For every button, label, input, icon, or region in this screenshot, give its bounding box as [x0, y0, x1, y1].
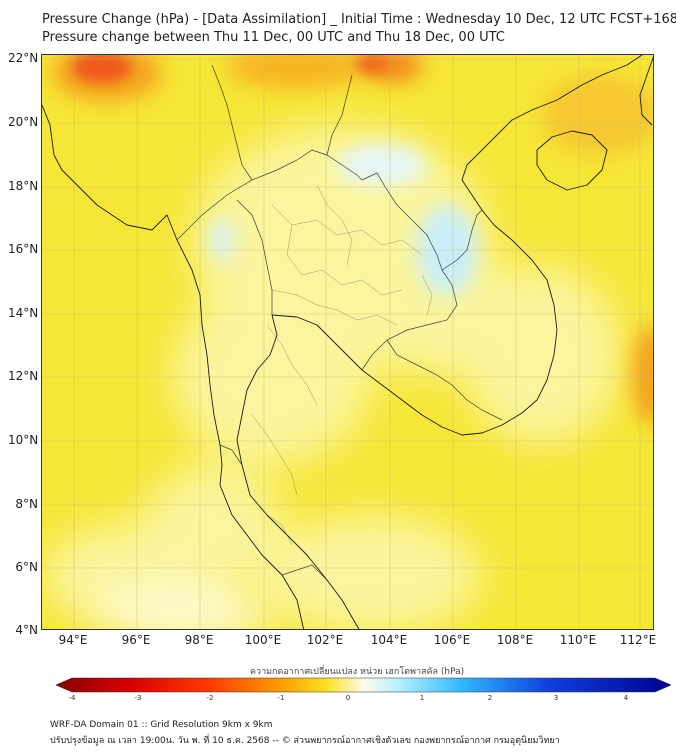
colorbar-tick: 1 — [419, 694, 425, 702]
graticule — [42, 55, 653, 629]
colorbar-tick: -1 — [277, 694, 285, 702]
colorbar-tick: 2 — [487, 694, 493, 702]
lat-label: 16°N — [8, 242, 39, 256]
map-canvas — [42, 55, 653, 629]
colorbar-title: ความกดอากาศเปลี่ยนแปลง หน่วย เฮกโตพาสคัล… — [250, 667, 465, 677]
colorbar-tick: -4 — [68, 694, 76, 702]
lon-label: 108°E — [496, 633, 534, 647]
lat-label: 22°N — [8, 51, 39, 65]
colorbar-tick: -2 — [206, 694, 214, 702]
colorbar-tick: 4 — [623, 694, 629, 702]
map-subtitle: Pressure change between Thu 11 Dec, 00 U… — [42, 30, 505, 45]
lat-label: 12°N — [8, 369, 39, 383]
lon-label: 110°E — [559, 633, 597, 647]
borders — [176, 64, 503, 581]
lon-label: 94°E — [58, 633, 88, 647]
field-strong-negative — [72, 55, 388, 83]
colorbar-tick: -3 — [134, 694, 142, 702]
colorbar — [56, 677, 671, 693]
province-lines — [251, 184, 433, 546]
lat-label: 4°N — [15, 623, 38, 637]
footer-credit: ปรับปรุงข้อมูล ณ เวลา 19:00น. วัน พ. ที่… — [50, 736, 560, 746]
lat-label: 18°N — [8, 179, 39, 193]
colorbar-tick: 0 — [345, 694, 351, 702]
colorbar-tick: 3 — [553, 694, 559, 702]
lat-label: 8°N — [15, 497, 38, 511]
lon-label: 102°E — [306, 633, 344, 647]
lon-label: 106°E — [433, 633, 471, 647]
lon-label: 112°E — [619, 633, 657, 647]
map-title: Pressure Change (hPa) - [Data Assimilati… — [42, 12, 676, 27]
lat-label: 20°N — [8, 115, 39, 129]
footer-model-info: WRF-DA Domain 01 :: Grid Resolution 9km … — [50, 720, 273, 730]
lon-label: 96°E — [121, 633, 151, 647]
lat-label: 14°N — [8, 306, 39, 320]
pressure-change-map — [41, 54, 654, 630]
lon-label: 100°E — [244, 633, 282, 647]
lon-label: 104°E — [370, 633, 408, 647]
lat-label: 6°N — [15, 560, 38, 574]
lat-label: 10°N — [8, 433, 39, 447]
lon-label: 98°E — [184, 633, 214, 647]
